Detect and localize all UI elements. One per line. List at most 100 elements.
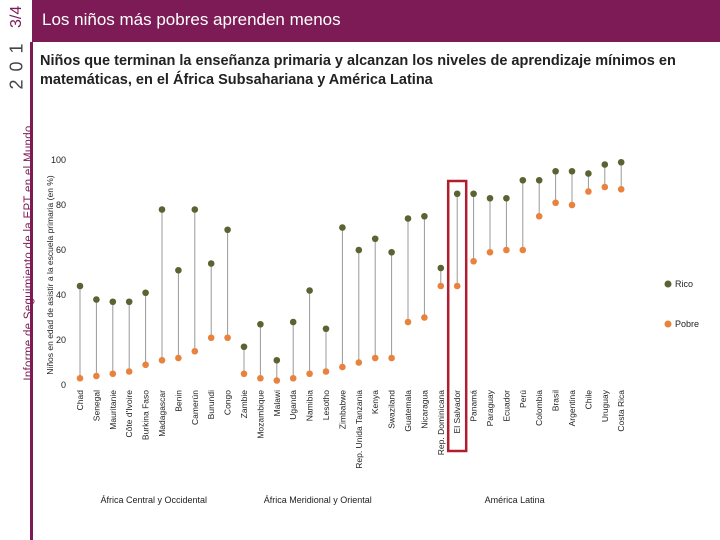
x-tick-label: Senegal (91, 390, 101, 421)
group-label: África Central y Occidental (101, 495, 208, 505)
highlight-box (446, 179, 468, 453)
x-tick-label: Malawi (272, 390, 282, 417)
pobre-point (453, 282, 461, 290)
y-tick-label: 0 (61, 380, 66, 390)
rico-point (224, 226, 231, 234)
rico-point (191, 206, 199, 213)
pobre-point (93, 372, 100, 380)
x-tick-label: Ecuador (501, 390, 511, 422)
pobre-point (585, 188, 592, 195)
legend-label: Rico (675, 279, 693, 289)
x-tick-label: Swaziland (387, 390, 397, 429)
rico-point (257, 320, 264, 328)
x-tick-label: Colombia (534, 390, 544, 426)
pobre-point (535, 212, 543, 220)
rico-point (93, 296, 100, 303)
x-tick-label: Mozambique (255, 390, 265, 439)
pobre-point (371, 354, 379, 362)
pobre-point (617, 185, 625, 193)
y-tick-label: 80 (56, 200, 66, 210)
y-tick-label: 100 (51, 155, 66, 165)
pobre-point (519, 246, 527, 254)
x-tick-label: Kenya (370, 390, 380, 414)
pobre-point (175, 354, 182, 362)
rico-point (388, 248, 395, 256)
x-tick-label: Côte d'Ivoire (124, 390, 134, 438)
x-tick-label: Brasil (551, 390, 561, 411)
x-tick-label: Nicaragua (419, 390, 429, 429)
pobre-point (421, 314, 428, 321)
pobre-point (240, 370, 248, 378)
x-tick-label: Madagascar (157, 390, 167, 437)
y-tick-label: 20 (56, 335, 66, 345)
rico-point (306, 287, 313, 294)
legend-label: Pobre (675, 319, 699, 329)
rico-point (585, 170, 592, 177)
pobre-point (404, 318, 412, 326)
x-tick-label: Zimbabwe (337, 390, 347, 429)
pobre-point (207, 334, 215, 342)
x-tick-label: Chile (583, 390, 593, 410)
x-tick-label: El Salvador (452, 390, 462, 434)
rico-point (519, 176, 527, 184)
x-tick-label: Uganda (288, 390, 298, 420)
pobre-point (109, 370, 117, 378)
pobre-point (355, 359, 363, 366)
rico-point (486, 194, 494, 202)
x-tick-label: Chad (75, 390, 85, 411)
header-bar (32, 0, 720, 42)
pobre-point (339, 363, 346, 371)
rico-point (339, 224, 346, 231)
legend-marker (664, 280, 672, 288)
legend-marker (664, 320, 672, 328)
rico-point (453, 190, 461, 198)
rico-point (125, 298, 133, 306)
rico-point (371, 235, 379, 243)
group-label: América Latina (485, 495, 545, 505)
rico-point (601, 161, 609, 168)
pobre-point (273, 377, 281, 384)
side-strip (30, 42, 33, 540)
x-tick-label: Lesotho (321, 390, 331, 421)
pobre-point (158, 356, 166, 364)
rico-point (552, 167, 559, 175)
pobre-point (306, 370, 313, 378)
rico-point (289, 318, 297, 326)
pobre-point (76, 374, 84, 382)
x-tick-label: Zambie (239, 390, 249, 419)
x-tick-label: Perú (518, 390, 528, 408)
x-tick-label: Uruguay (600, 389, 610, 422)
pobre-point (142, 361, 149, 369)
x-tick-label: Rep. Dominicana (436, 390, 446, 455)
rico-point (421, 212, 428, 220)
pobre-point (224, 334, 231, 342)
pobre-point (470, 257, 477, 265)
pobre-point (437, 282, 445, 290)
pobre-point (503, 246, 510, 254)
x-tick-label: Rep. Unida Tanzania (354, 390, 364, 469)
pobre-point (257, 374, 264, 382)
rico-point (273, 356, 281, 364)
x-tick-label: Namibia (305, 390, 315, 421)
rico-point (503, 194, 510, 202)
rico-point (240, 343, 248, 351)
pobre-point (388, 354, 395, 362)
rico-point (158, 206, 166, 213)
rico-point (207, 260, 215, 267)
rico-point (355, 246, 363, 254)
x-tick-label: Paraguay (485, 389, 495, 426)
rico-point (76, 282, 84, 290)
rico-point (142, 289, 149, 297)
rico-point (109, 298, 117, 306)
rico-point (322, 325, 330, 333)
y-tick-label: 40 (56, 290, 66, 300)
group-label: África Meridional y Oriental (264, 495, 372, 505)
rico-point (617, 158, 625, 166)
y-tick-label: 60 (56, 245, 66, 255)
x-tick-label: Burkina Faso (141, 390, 151, 440)
rico-point (437, 264, 445, 272)
pobre-point (486, 248, 494, 256)
pobre-point (322, 368, 330, 375)
rico-point (568, 167, 576, 175)
